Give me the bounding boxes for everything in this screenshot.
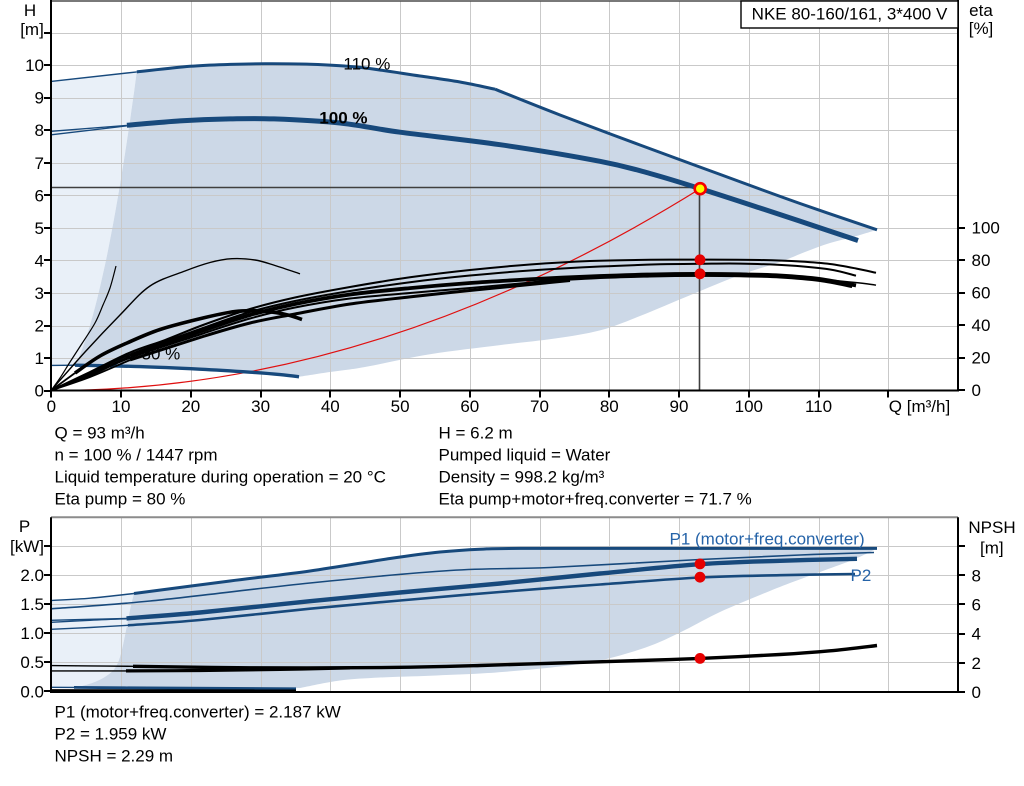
svg-text:10: 10 <box>25 56 44 75</box>
svg-text:0.5: 0.5 <box>20 653 44 672</box>
svg-text:Q = 93 m³/h: Q = 93 m³/h <box>55 424 145 443</box>
svg-text:1.0: 1.0 <box>20 624 44 643</box>
svg-text:8: 8 <box>35 121 44 140</box>
svg-text:100 %: 100 % <box>319 109 367 128</box>
svg-text:80: 80 <box>972 251 991 270</box>
svg-text:[%]: [%] <box>969 19 994 38</box>
svg-text:eta: eta <box>969 1 993 20</box>
svg-text:40: 40 <box>972 316 991 335</box>
svg-text:H: H <box>24 1 36 20</box>
svg-text:NKE 80-160/161, 3*400 V: NKE 80-160/161, 3*400 V <box>752 5 948 24</box>
svg-text:Density = 998.2 kg/m³: Density = 998.2 kg/m³ <box>439 468 605 487</box>
svg-text:5: 5 <box>35 219 44 238</box>
svg-text:2: 2 <box>35 317 44 336</box>
svg-text:1.5: 1.5 <box>20 595 44 614</box>
svg-text:[m]: [m] <box>20 20 44 39</box>
svg-text:Eta pump = 80 %: Eta pump = 80 % <box>55 490 186 509</box>
svg-text:100: 100 <box>972 219 1000 238</box>
svg-text:0: 0 <box>47 397 56 416</box>
svg-text:110: 110 <box>805 397 832 416</box>
svg-text:Pumped liquid = Water: Pumped liquid = Water <box>439 446 611 465</box>
svg-text:90: 90 <box>670 397 689 416</box>
svg-text:2: 2 <box>972 654 981 673</box>
svg-text:30: 30 <box>251 397 270 416</box>
svg-text:0.0: 0.0 <box>20 682 44 701</box>
svg-text:P: P <box>19 517 30 536</box>
svg-text:[kW]: [kW] <box>10 537 44 556</box>
svg-text:20: 20 <box>972 349 991 368</box>
svg-text:6: 6 <box>35 186 44 205</box>
svg-text:40: 40 <box>321 397 340 416</box>
svg-text:P2: P2 <box>851 566 872 585</box>
svg-text:0: 0 <box>972 683 981 702</box>
svg-text:NPSH: NPSH <box>968 518 1015 537</box>
svg-text:80: 80 <box>600 397 619 416</box>
svg-text:50: 50 <box>391 397 410 416</box>
svg-text:H = 6.2 m: H = 6.2 m <box>439 424 513 443</box>
svg-text:4: 4 <box>35 251 44 270</box>
svg-text:6: 6 <box>972 596 981 615</box>
svg-text:[m]: [m] <box>980 539 1004 558</box>
svg-text:2.0: 2.0 <box>20 566 44 585</box>
svg-text:Q [m³/h]: Q [m³/h] <box>889 397 950 416</box>
svg-text:70: 70 <box>530 397 549 416</box>
svg-text:4: 4 <box>972 625 981 644</box>
svg-text:9: 9 <box>35 89 44 108</box>
svg-text:8: 8 <box>972 566 981 585</box>
svg-text:60: 60 <box>460 397 479 416</box>
svg-text:NPSH = 2.29 m: NPSH = 2.29 m <box>55 747 174 766</box>
svg-text:110 %: 110 % <box>343 55 390 74</box>
svg-text:P1 (motor+freq.converter): P1 (motor+freq.converter) <box>670 530 865 549</box>
svg-text:3: 3 <box>35 284 44 303</box>
svg-text:P2 = 1.959 kW: P2 = 1.959 kW <box>55 725 167 744</box>
svg-text:P1 (motor+freq.converter) = 2.: P1 (motor+freq.converter) = 2.187 kW <box>55 703 341 722</box>
svg-text:0: 0 <box>35 382 44 401</box>
svg-text:1: 1 <box>35 349 44 368</box>
svg-text:n = 100 % / 1447 rpm: n = 100 % / 1447 rpm <box>55 446 218 465</box>
svg-text:0: 0 <box>972 381 981 400</box>
svg-text:100: 100 <box>735 397 763 416</box>
svg-text:7: 7 <box>35 154 44 173</box>
svg-text:Eta pump+motor+freq.converter: Eta pump+motor+freq.converter = 71.7 % <box>439 490 752 509</box>
svg-text:Liquid temperature during oper: Liquid temperature during operation = 20… <box>55 468 386 487</box>
svg-text:20: 20 <box>181 397 200 416</box>
svg-text:10: 10 <box>112 397 131 416</box>
svg-text:60: 60 <box>972 284 991 303</box>
